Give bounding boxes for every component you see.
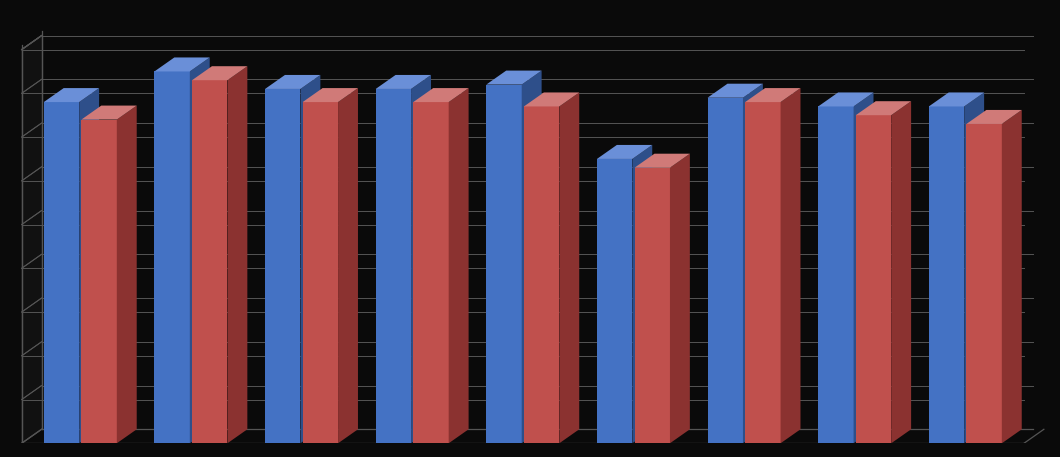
Polygon shape bbox=[300, 75, 320, 443]
Bar bbox=[745, 102, 780, 443]
Polygon shape bbox=[670, 154, 690, 443]
Bar bbox=[524, 106, 560, 443]
Bar bbox=[375, 89, 411, 443]
Bar bbox=[192, 80, 228, 443]
Polygon shape bbox=[597, 145, 652, 159]
Polygon shape bbox=[265, 75, 320, 89]
Polygon shape bbox=[21, 36, 41, 443]
Polygon shape bbox=[1002, 110, 1022, 443]
Bar bbox=[967, 124, 1002, 443]
Bar bbox=[708, 98, 743, 443]
Bar bbox=[929, 106, 965, 443]
Polygon shape bbox=[117, 106, 137, 443]
Polygon shape bbox=[891, 101, 912, 443]
Polygon shape bbox=[524, 92, 579, 106]
Bar bbox=[855, 115, 891, 443]
Polygon shape bbox=[522, 70, 542, 443]
Polygon shape bbox=[82, 106, 137, 120]
Polygon shape bbox=[780, 88, 800, 443]
Polygon shape bbox=[155, 58, 210, 71]
Polygon shape bbox=[411, 75, 431, 443]
Polygon shape bbox=[853, 92, 873, 443]
Polygon shape bbox=[560, 92, 579, 443]
Polygon shape bbox=[743, 84, 763, 443]
Polygon shape bbox=[929, 92, 984, 106]
Polygon shape bbox=[41, 36, 1032, 429]
Polygon shape bbox=[338, 88, 358, 443]
Bar bbox=[82, 120, 117, 443]
Polygon shape bbox=[375, 75, 431, 89]
Polygon shape bbox=[487, 70, 542, 85]
Polygon shape bbox=[228, 66, 247, 443]
Polygon shape bbox=[303, 88, 358, 102]
Bar bbox=[635, 168, 670, 443]
Polygon shape bbox=[43, 88, 99, 102]
Bar bbox=[597, 159, 633, 443]
Polygon shape bbox=[190, 58, 210, 443]
Polygon shape bbox=[967, 110, 1022, 124]
Polygon shape bbox=[80, 88, 99, 443]
Bar bbox=[303, 102, 338, 443]
Bar bbox=[487, 85, 522, 443]
Polygon shape bbox=[448, 88, 469, 443]
Bar bbox=[818, 106, 853, 443]
Polygon shape bbox=[708, 84, 763, 98]
Polygon shape bbox=[965, 92, 984, 443]
Polygon shape bbox=[855, 101, 912, 115]
Bar bbox=[413, 102, 448, 443]
Polygon shape bbox=[633, 145, 652, 443]
Bar bbox=[265, 89, 300, 443]
Polygon shape bbox=[635, 154, 690, 168]
Polygon shape bbox=[413, 88, 469, 102]
Polygon shape bbox=[745, 88, 800, 102]
Polygon shape bbox=[192, 66, 247, 80]
Bar bbox=[155, 71, 190, 443]
Bar bbox=[43, 102, 80, 443]
Polygon shape bbox=[818, 92, 873, 106]
